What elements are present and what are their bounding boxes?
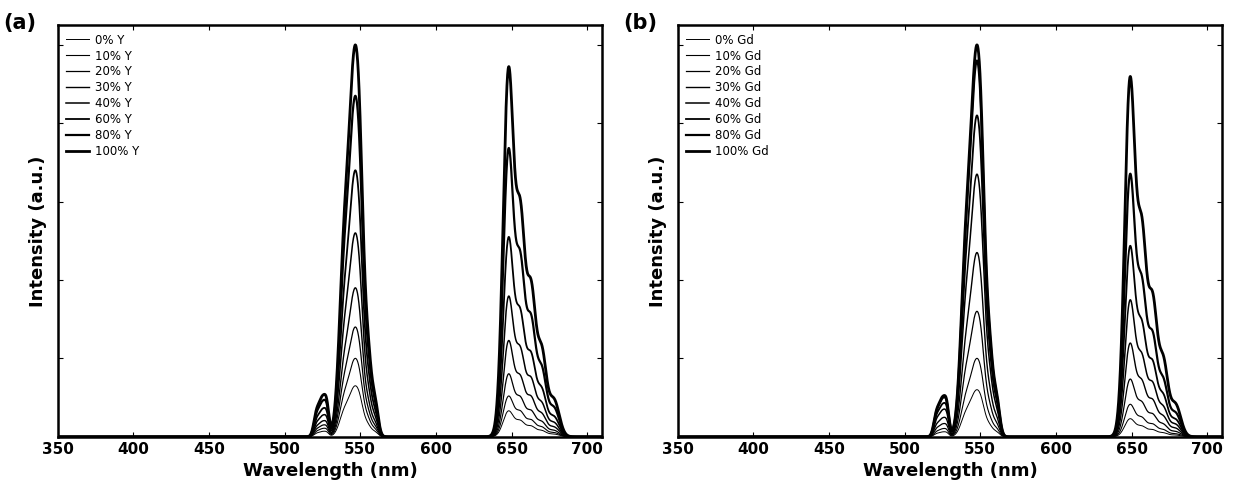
Text: (a): (a): [2, 13, 36, 33]
X-axis label: Wavelength (nm): Wavelength (nm): [863, 462, 1038, 480]
Y-axis label: Intensity (a.u.): Intensity (a.u.): [650, 155, 667, 307]
Text: (b): (b): [622, 13, 657, 33]
X-axis label: Wavelength (nm): Wavelength (nm): [243, 462, 418, 480]
Y-axis label: Intensity (a.u.): Intensity (a.u.): [30, 155, 47, 307]
Legend: 0% Y, 10% Y, 20% Y, 30% Y, 40% Y, 60% Y, 80% Y, 100% Y: 0% Y, 10% Y, 20% Y, 30% Y, 40% Y, 60% Y,…: [63, 31, 141, 161]
Legend: 0% Gd, 10% Gd, 20% Gd, 30% Gd, 40% Gd, 60% Gd, 80% Gd, 100% Gd: 0% Gd, 10% Gd, 20% Gd, 30% Gd, 40% Gd, 6…: [683, 31, 771, 161]
